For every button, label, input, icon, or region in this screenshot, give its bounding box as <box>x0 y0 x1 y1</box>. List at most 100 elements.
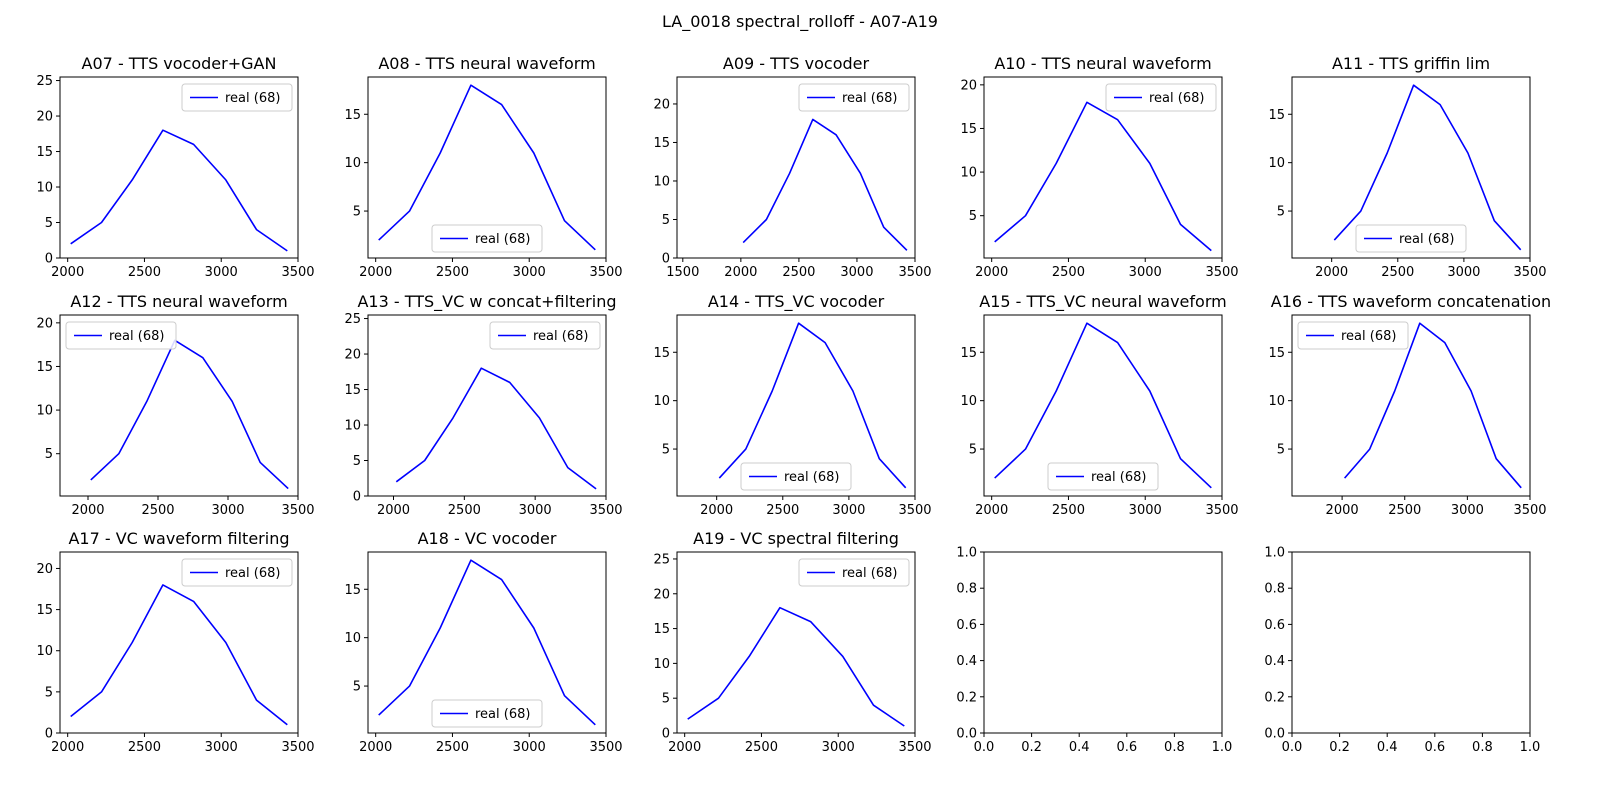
legend: real (68) <box>181 83 293 112</box>
x-tick-label: 2500 <box>128 740 161 755</box>
y-tick-label: 5 <box>45 216 53 231</box>
subplot-4: 2000 2500 3000 3500 5 10 15 20 A10 - TTS neural … <box>960 54 1238 280</box>
x-tick-label: 2500 <box>1052 265 1085 280</box>
y-tick-label: 0 <box>662 252 670 267</box>
legend: real (68) <box>1297 321 1409 350</box>
y-tick-label: 5 <box>353 205 361 220</box>
axes-frame <box>1291 314 1531 497</box>
x-tick-label: 2500 <box>141 503 174 518</box>
x-tick-label: 3000 <box>513 740 546 755</box>
y-tick-label: 5 <box>353 680 361 695</box>
y-tick-label: 20 <box>344 348 361 363</box>
series-line-1 <box>687 606 905 727</box>
y-tick-label: 10 <box>36 644 53 659</box>
x-tick-label: 2500 <box>766 503 799 518</box>
subplot-title: A16 - TTS waveform concatenation <box>1271 292 1551 311</box>
y-tick-label: 5 <box>1277 443 1285 458</box>
y-tick-label: 15 <box>653 136 670 151</box>
y-tick-label: 15 <box>653 622 670 637</box>
x-tick-label: 3500 <box>281 265 314 280</box>
subplot-title: A14 - TTS_VC vocoder <box>708 292 885 312</box>
y-tick-label: 0 <box>662 727 670 742</box>
y-tick-label: 10 <box>36 404 53 419</box>
legend-label: real (68) <box>842 566 897 581</box>
legend-label: real (68) <box>475 232 530 247</box>
subplot-11: 2000 2500 3000 3500 0 5 10 15 20 A17 - VC wavefor… <box>36 529 314 755</box>
x-tick-label: 3000 <box>513 265 546 280</box>
y-tick-label: 15 <box>36 360 53 375</box>
x-tick-label: 2500 <box>745 740 778 755</box>
y-tick-label: 15 <box>653 346 670 361</box>
x-tick-label: 2000 <box>51 740 84 755</box>
y-tick-label: 20 <box>36 110 53 125</box>
y-tick-label: 5 <box>662 213 670 228</box>
x-tick-label: 3000 <box>822 740 855 755</box>
y-tick-label: 10 <box>653 394 670 409</box>
x-tick-label: 2500 <box>1388 503 1421 518</box>
legend: real (68) <box>489 321 601 350</box>
y-tick-label: 1.0 <box>956 546 977 561</box>
x-tick-label: 3500 <box>898 265 931 280</box>
x-tick-label: 3500 <box>1513 265 1546 280</box>
x-tick-label: 3000 <box>840 265 873 280</box>
axes-frame <box>676 76 916 259</box>
y-tick-label: 15 <box>960 122 977 137</box>
subplot-title: A08 - TTS neural waveform <box>378 54 595 73</box>
axes-frame <box>367 76 607 259</box>
x-tick-label: 2000 <box>71 503 104 518</box>
x-tick-label: 3500 <box>589 740 622 755</box>
axes-frame <box>367 314 607 497</box>
axes-frame <box>983 551 1223 734</box>
subplot-12: 2000 2500 3000 3500 5 10 15 A18 - VC vocoder rea… <box>344 529 622 755</box>
x-tick-label: 3000 <box>211 503 244 518</box>
y-tick-label: 0.8 <box>956 582 977 597</box>
legend-label: real (68) <box>1399 232 1454 247</box>
y-tick-label: 15 <box>344 383 361 398</box>
y-tick-label: 15 <box>36 145 53 160</box>
series-line-1 <box>378 559 596 726</box>
series-line-1 <box>378 84 596 251</box>
subplot-6: 2000 2500 3000 3500 5 10 15 20 A12 - TTS neural … <box>36 292 314 518</box>
x-tick-label: 0.4 <box>1069 740 1090 755</box>
x-tick-label: 2500 <box>448 503 481 518</box>
y-tick-label: 0.2 <box>956 690 977 705</box>
legend-label: real (68) <box>533 329 588 344</box>
legend: real (68) <box>798 83 910 112</box>
x-tick-label: 2000 <box>700 503 733 518</box>
x-tick-label: 1500 <box>666 265 699 280</box>
subplot-14: 0.0 0.2 0.4 0.6 0.8 1.0 0.0 0.2 0.4 0.6 0.8 1.0 <box>956 546 1232 756</box>
y-tick-label: 10 <box>344 419 361 434</box>
subplot-title: A18 - VC vocoder <box>418 529 557 548</box>
legend-box <box>489 321 601 350</box>
x-tick-label: 2500 <box>1052 503 1085 518</box>
legend-box <box>181 558 293 587</box>
y-tick-label: 5 <box>662 443 670 458</box>
y-tick-label: 15 <box>1268 346 1285 361</box>
y-tick-label: 0.4 <box>1264 654 1285 669</box>
y-tick-label: 5 <box>969 209 977 224</box>
y-tick-label: 20 <box>653 97 670 112</box>
x-tick-label: 2000 <box>668 740 701 755</box>
series-line-1 <box>718 322 907 489</box>
axes-frame <box>983 76 1223 259</box>
legend-label: real (68) <box>1091 470 1146 485</box>
y-tick-label: 15 <box>1268 108 1285 123</box>
y-tick-label: 15 <box>344 108 361 123</box>
x-tick-label: 3500 <box>1205 503 1238 518</box>
figure-title: LA_0018 spectral_rolloff - A07-A19 <box>662 12 938 31</box>
y-tick-label: 10 <box>960 394 977 409</box>
legend-box <box>181 83 293 112</box>
y-tick-label: 5 <box>1277 205 1285 220</box>
x-tick-label: 3500 <box>898 503 931 518</box>
x-tick-label: 3000 <box>519 503 552 518</box>
x-tick-label: 3500 <box>281 503 314 518</box>
subplot-3: 1500 2000 2500 3000 3500 0 5 10 15 20 A09 - TTS vo… <box>653 54 931 280</box>
legend-label: real (68) <box>225 91 280 106</box>
subplot-title: A15 - TTS_VC neural waveform <box>979 292 1226 312</box>
y-tick-label: 10 <box>344 156 361 171</box>
x-tick-label: 3500 <box>281 740 314 755</box>
axes-frame <box>367 551 607 734</box>
legend-box <box>1105 83 1217 112</box>
x-tick-label: 0.8 <box>1472 740 1493 755</box>
y-tick-label: 0.0 <box>956 727 977 742</box>
